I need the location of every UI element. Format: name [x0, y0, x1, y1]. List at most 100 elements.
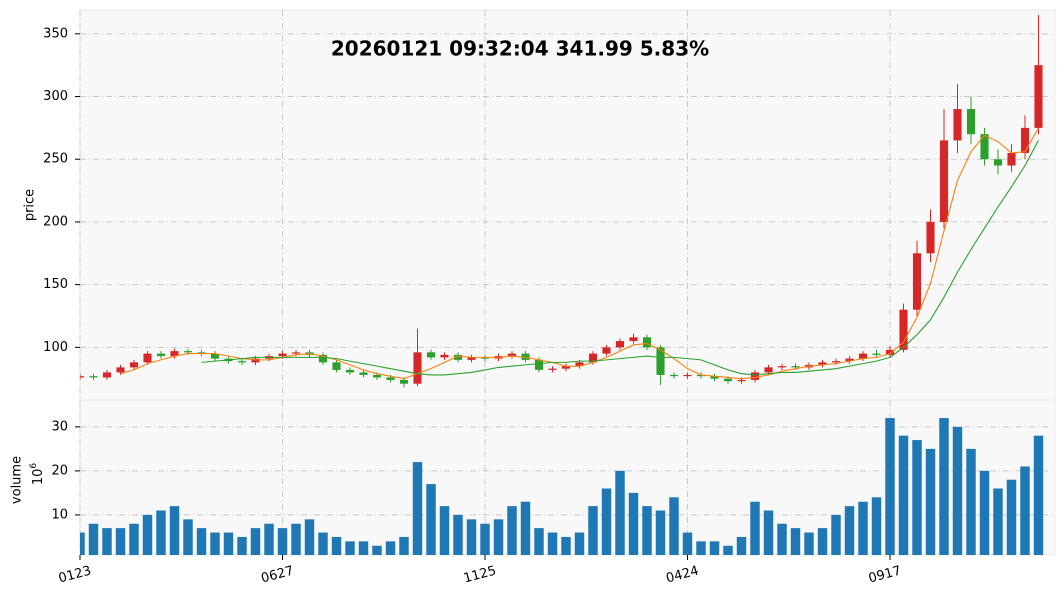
candle-body: [197, 352, 206, 354]
volume-multiplier: 106: [29, 463, 46, 486]
candle-body: [710, 376, 719, 379]
volume-bar: [304, 519, 315, 555]
y-tick-label: 200: [43, 214, 68, 229]
candle-body: [858, 353, 868, 359]
volume-bar: [790, 528, 801, 555]
volume-bar: [534, 528, 544, 555]
volume-bar: [453, 514, 463, 555]
candle-body: [156, 353, 166, 357]
candle-body: [183, 351, 193, 353]
candle-body: [885, 349, 895, 355]
candle-body: [669, 374, 679, 377]
volume-axis-label: volume: [10, 456, 25, 504]
volume-bar: [426, 484, 436, 555]
candle-body: [696, 374, 706, 377]
volume-bar: [858, 501, 868, 555]
candle-body: [345, 369, 355, 373]
candle-body: [507, 353, 517, 357]
volume-bar: [1006, 479, 1017, 555]
candle-body: [521, 353, 530, 360]
candle-body: [993, 159, 1003, 166]
candle-body: [723, 378, 733, 382]
candle-body: [102, 372, 112, 378]
x-tick-label: 0424: [665, 563, 701, 586]
volume-bar: [561, 536, 571, 555]
candle-body: [737, 379, 746, 382]
volume-bar: [129, 523, 139, 555]
candle-body: [318, 354, 328, 363]
candle-body: [278, 353, 287, 357]
candle-body: [602, 347, 611, 354]
x-tick-label: 0917: [867, 563, 903, 586]
volume-tick-label: 20: [51, 463, 68, 478]
volume-bar: [669, 497, 679, 555]
candle-body: [912, 253, 922, 310]
volume-bar: [871, 497, 882, 555]
candle-body: [116, 367, 125, 373]
candle-body: [332, 362, 341, 370]
candle-body: [237, 361, 247, 363]
volume-bar: [682, 532, 693, 555]
volume-bar: [588, 506, 598, 555]
volume-bar: [345, 541, 355, 555]
volume-bar: [169, 506, 180, 555]
multiplier-base: 10: [31, 469, 46, 486]
candle-body: [291, 352, 301, 354]
candle-body: [413, 352, 422, 384]
volume-bar: [412, 462, 423, 555]
moving-average: [120, 127, 1039, 380]
candle-body: [129, 362, 139, 368]
volume-bar: [750, 501, 760, 555]
y-axis-label: price: [23, 189, 38, 221]
volume-bar: [196, 528, 207, 555]
volume-bar: [804, 532, 814, 555]
volume-bar: [777, 523, 787, 555]
volume-bar: [723, 545, 733, 555]
volume-bar: [466, 519, 477, 555]
volume-bar: [493, 519, 504, 555]
candle-body: [791, 366, 800, 368]
volume-bar: [80, 532, 85, 555]
candle-body: [534, 359, 544, 370]
volume-bar: [237, 536, 247, 555]
volume-bar: [817, 528, 828, 555]
candle-body: [872, 353, 881, 355]
candle-body: [372, 374, 382, 378]
volume-tick-label: 30: [51, 419, 68, 434]
volume-bar: [979, 470, 990, 555]
volume-bar: [480, 523, 490, 555]
candle-body: [980, 134, 989, 160]
volume-bar: [993, 488, 1003, 555]
volume-bar: [615, 470, 625, 555]
volume-bar: [277, 528, 288, 555]
volume-bar: [655, 510, 666, 555]
volume-bar: [88, 523, 99, 555]
candle-body: [1007, 152, 1016, 166]
candle-body: [426, 352, 436, 358]
volume-bar: [507, 506, 517, 555]
volume-bar: [102, 528, 112, 555]
candle-body: [548, 368, 557, 370]
chart-title: 20260121 09:32:04 341.99 5.83%: [331, 37, 709, 61]
candle-body: [831, 361, 841, 363]
volume-bar: [939, 418, 949, 555]
volume-bar: [696, 541, 706, 555]
candle-body: [89, 376, 98, 378]
candle-body: [386, 377, 395, 380]
candle-body: [750, 372, 760, 380]
volume-bar: [264, 523, 274, 555]
candle-body: [588, 353, 598, 363]
candle-body: [143, 353, 152, 363]
candle-body: [629, 337, 638, 342]
candle-body: [966, 109, 976, 135]
multiplier-exponent: 6: [29, 463, 39, 469]
candle-body: [399, 379, 409, 384]
volume-bar: [885, 418, 895, 555]
volume-bar: [223, 532, 234, 555]
y-tick-label: 350: [43, 26, 68, 41]
volume-bar: [399, 536, 409, 555]
candle-body: [818, 362, 827, 365]
candle-body: [251, 358, 260, 363]
volume-bar: [1020, 466, 1030, 555]
